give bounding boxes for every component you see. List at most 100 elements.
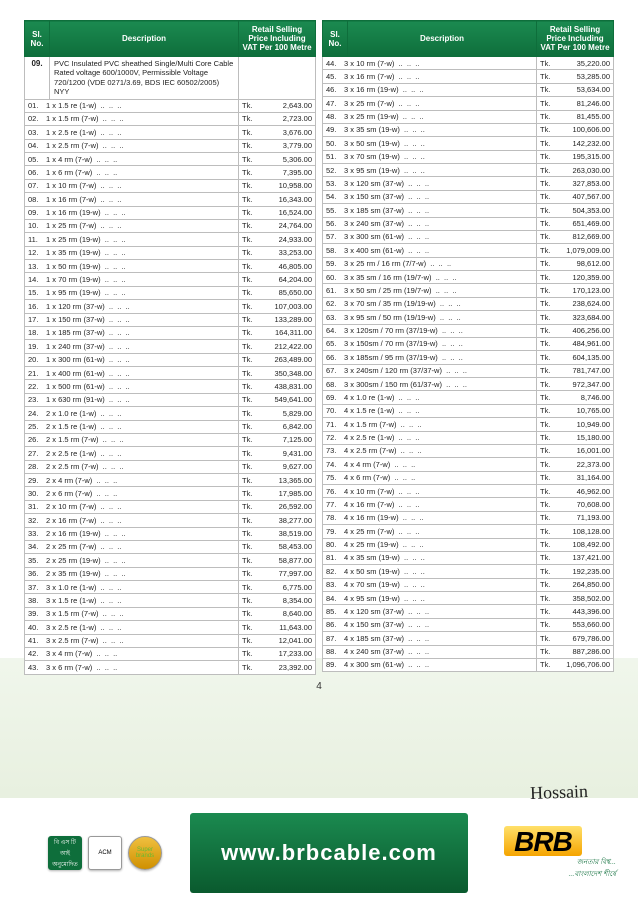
row-price: Tk.2,643.00	[239, 99, 316, 112]
table-row: 02.1 x 1.5 rm (7-w) .. .. ..Tk.2,723.00	[25, 112, 316, 125]
table-row: 13.1 x 50 rm (19-w) .. .. ..Tk.46,805.00	[25, 260, 316, 273]
table-row: 24.2 x 1.0 re (1-w) .. .. ..Tk.5,829.00	[25, 407, 316, 420]
row-price: Tk.46,962.00	[537, 485, 614, 498]
row-price: Tk.358,502.00	[537, 592, 614, 605]
row-desc: 11.1 x 25 rm (19-w) .. .. ..	[25, 233, 239, 246]
row-desc: 46.3 x 16 rm (19-w) .. .. ..	[323, 83, 537, 96]
table-row: 51.3 x 70 sm (19-w) .. .. ..Tk.195,315.0…	[323, 150, 614, 163]
signature: Hossain	[530, 781, 589, 804]
category-no: 09.	[25, 57, 50, 100]
row-price: Tk.6,775.00	[239, 581, 316, 594]
row-desc: 40.3 x 2.5 re (1-w) .. .. ..	[25, 621, 239, 634]
row-desc: 16.1 x 120 rm (37-w) .. .. ..	[25, 300, 239, 313]
row-desc: 61.3 x 50 sm / 25 rm (19/7-w) .. .. ..	[323, 284, 537, 297]
row-desc: 49.3 x 35 sm (19-w) .. .. ..	[323, 123, 537, 136]
row-price: Tk.8,640.00	[239, 607, 316, 620]
row-desc: 66.3 x 185sm / 95 rm (37/19-w) .. .. ..	[323, 351, 537, 364]
badge-bsti: বি এস টি আইঅনুমোদিত	[48, 836, 82, 870]
table-row: 42.3 x 4 rm (7-w) .. .. ..Tk.17,233.00	[25, 647, 316, 660]
table-row: 63.3 x 95 sm / 50 rm (19/19-w) .. .. ..T…	[323, 311, 614, 324]
row-desc: 15.1 x 95 rm (19-w) .. .. ..	[25, 286, 239, 299]
table-row: 69.4 x 1.0 re (1-w) .. .. ..Tk.8,746.00	[323, 391, 614, 404]
table-row: 81.4 x 35 sm (19-w) .. .. ..Tk.137,421.0…	[323, 551, 614, 564]
row-desc: 26.2 x 1.5 rm (7-w) .. .. ..	[25, 433, 239, 446]
table-row: 45.3 x 16 rm (7-w) .. .. ..Tk.53,285.00	[323, 70, 614, 83]
row-price: Tk.212,422.00	[239, 340, 316, 353]
background-photo	[0, 658, 638, 798]
row-price: Tk.323,684.00	[537, 311, 614, 324]
row-desc: 82.4 x 50 sm (19-w) .. .. ..	[323, 565, 537, 578]
table-row: 87.4 x 185 sm (37-w) .. .. ..Tk.679,786.…	[323, 632, 614, 645]
row-price: Tk.484,961.00	[537, 337, 614, 350]
table-row: 15.1 x 95 rm (19-w) .. .. ..Tk.85,650.00	[25, 286, 316, 299]
row-price: Tk.81,455.00	[537, 110, 614, 123]
row-desc: 41.3 x 2.5 rm (7-w) .. .. ..	[25, 634, 239, 647]
row-price: Tk.11,643.00	[239, 621, 316, 634]
table-row: 84.4 x 95 sm (19-w) .. .. ..Tk.358,502.0…	[323, 592, 614, 605]
table-row: 08.1 x 16 rm (7-w) .. .. ..Tk.16,343.00	[25, 193, 316, 206]
row-price: Tk.350,348.00	[239, 367, 316, 380]
row-desc: 78.4 x 16 rm (19-w) .. .. ..	[323, 511, 537, 524]
row-price: Tk.10,958.00	[239, 179, 316, 192]
row-desc: 09.1 x 16 rm (19-w) .. .. ..	[25, 206, 239, 219]
table-row: 85.4 x 120 sm (37-w) .. .. ..Tk.443,396.…	[323, 605, 614, 618]
table-row: 48.3 x 25 rm (19-w) .. .. ..Tk.81,455.00	[323, 110, 614, 123]
row-price: Tk.195,315.00	[537, 150, 614, 163]
table-row: 05.1 x 4 rm (7-w) .. .. ..Tk.5,306.00	[25, 153, 316, 166]
row-price: Tk.812,669.00	[537, 230, 614, 243]
row-desc: 88.4 x 240 sm (37-w) .. .. ..	[323, 645, 537, 658]
row-price: Tk.327,853.00	[537, 177, 614, 190]
table-row: 47.3 x 25 rm (7-w) .. .. ..Tk.81,246.00	[323, 97, 614, 110]
row-desc: 34.2 x 25 rm (7-w) .. .. ..	[25, 540, 239, 553]
row-desc: 83.4 x 70 sm (19-w) .. .. ..	[323, 578, 537, 591]
row-price: Tk.38,519.00	[239, 527, 316, 540]
row-price: Tk.13,365.00	[239, 474, 316, 487]
table-row: 07.1 x 10 rm (7-w) .. .. ..Tk.10,958.00	[25, 179, 316, 192]
row-price: Tk.107,003.00	[239, 300, 316, 313]
table-row: 25.2 x 1.5 re (1-w) .. .. ..Tk.6,842.00	[25, 420, 316, 433]
row-price: Tk.85,650.00	[239, 286, 316, 299]
table-row: 67.3 x 240sm / 120 rm (37/37-w) .. .. ..…	[323, 364, 614, 377]
table-row: 50.3 x 50 sm (19-w) .. .. ..Tk.142,232.0…	[323, 137, 614, 150]
row-price: Tk.17,233.00	[239, 647, 316, 660]
row-desc: 70.4 x 1.5 re (1-w) .. .. ..	[323, 404, 537, 417]
row-desc: 71.4 x 1.5 rm (7-w) .. .. ..	[323, 418, 537, 431]
row-price: Tk.142,232.00	[537, 137, 614, 150]
table-row: 01.1 x 1.5 re (1-w) .. .. ..Tk.2,643.00	[25, 99, 316, 112]
row-desc: 31.2 x 10 rm (7-w) .. .. ..	[25, 500, 239, 513]
row-desc: 84.4 x 95 sm (19-w) .. .. ..	[323, 592, 537, 605]
row-price: Tk.972,347.00	[537, 378, 614, 391]
row-price: Tk.9,431.00	[239, 447, 316, 460]
row-desc: 69.4 x 1.0 re (1-w) .. .. ..	[323, 391, 537, 404]
row-desc: 60.3 x 35 sm / 16 rm (19/7-w) .. .. ..	[323, 271, 537, 284]
row-desc: 51.3 x 70 sm (19-w) .. .. ..	[323, 150, 537, 163]
table-row: 06.1 x 6 rm (7-w) .. .. ..Tk.7,395.00	[25, 166, 316, 179]
row-desc: 53.3 x 120 sm (37-w) .. .. ..	[323, 177, 537, 190]
col-desc: Description	[348, 21, 537, 57]
row-desc: 63.3 x 95 sm / 50 rm (19/19-w) .. .. ..	[323, 311, 537, 324]
table-row: 35.2 x 25 rm (19-w) .. .. ..Tk.58,877.00	[25, 554, 316, 567]
table-row: 31.2 x 10 rm (7-w) .. .. ..Tk.26,592.00	[25, 500, 316, 513]
row-price: Tk.1,096,706.00	[537, 658, 614, 671]
table-row: 64.3 x 120sm / 70 rm (37/19-w) .. .. ..T…	[323, 324, 614, 337]
row-desc: 06.1 x 6 rm (7-w) .. .. ..	[25, 166, 239, 179]
row-price: Tk.46,805.00	[239, 260, 316, 273]
table-row: 36.2 x 35 rm (19-w) .. .. ..Tk.77,997.00	[25, 567, 316, 580]
table-row: 44.3 x 10 rm (7-w) .. .. ..Tk.35,220.00	[323, 57, 614, 70]
table-row: 61.3 x 50 sm / 25 rm (19/7-w) .. .. ..Tk…	[323, 284, 614, 297]
footer-logo: BRB জনতার বিশ্ব......বাংলাদেশ শীর্ষে	[468, 813, 638, 893]
row-price: Tk.108,492.00	[537, 538, 614, 551]
row-desc: 89.4 x 300 sm (61-w) .. .. ..	[323, 658, 537, 671]
table-row: 75.4 x 6 rm (7-w) .. .. ..Tk.31,164.00	[323, 471, 614, 484]
row-desc: 28.2 x 2.5 rm (7-w) .. .. ..	[25, 460, 239, 473]
col-price: Retail Selling Price Including VAT Per 1…	[239, 21, 316, 57]
col-desc: Description	[50, 21, 239, 57]
row-price: Tk.120,359.00	[537, 271, 614, 284]
row-desc: 85.4 x 120 sm (37-w) .. .. ..	[323, 605, 537, 618]
table-row: 88.4 x 240 sm (37-w) .. .. ..Tk.887,286.…	[323, 645, 614, 658]
row-price: Tk.264,850.00	[537, 578, 614, 591]
row-price: Tk.9,627.00	[239, 460, 316, 473]
table-row: 77.4 x 16 rm (7-w) .. .. ..Tk.70,608.00	[323, 498, 614, 511]
row-desc: 76.4 x 10 rm (7-w) .. .. ..	[323, 485, 537, 498]
table-row: 60.3 x 35 sm / 16 rm (19/7-w) .. .. ..Tk…	[323, 271, 614, 284]
